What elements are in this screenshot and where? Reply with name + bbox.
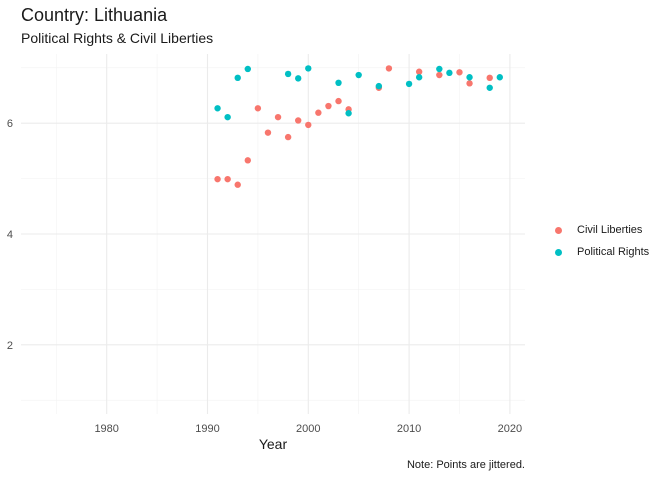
x-axis-label: Year xyxy=(259,436,288,452)
data-points xyxy=(214,65,503,188)
data-point-political-rights xyxy=(486,84,493,91)
data-point-civil-liberties xyxy=(224,175,231,183)
x-tick-label: 2010 xyxy=(397,423,421,435)
data-point-civil-liberties xyxy=(295,117,302,124)
data-point-political-rights xyxy=(466,74,473,81)
data-point-political-rights xyxy=(415,74,423,81)
data-point-political-rights xyxy=(305,65,312,72)
data-point-political-rights xyxy=(234,74,241,82)
data-point-political-rights xyxy=(446,69,453,77)
minor-gridlines xyxy=(21,54,525,414)
data-point-civil-liberties xyxy=(305,121,312,129)
major-gridlines xyxy=(21,54,525,414)
data-point-political-rights xyxy=(284,70,292,78)
data-point-political-rights xyxy=(244,65,251,73)
data-point-civil-liberties xyxy=(335,97,342,105)
y-tick-label: 4 xyxy=(7,229,13,241)
data-point-civil-liberties xyxy=(254,105,262,112)
y-tick-label: 2 xyxy=(7,340,13,352)
legend-item-political-rights: Political Rights xyxy=(548,241,649,263)
data-point-civil-liberties xyxy=(466,80,473,87)
data-point-civil-liberties xyxy=(486,74,493,82)
data-point-civil-liberties xyxy=(415,68,423,75)
x-tick-label: 2020 xyxy=(498,423,522,435)
data-point-political-rights xyxy=(214,105,221,112)
x-tick-label: 1980 xyxy=(94,423,118,435)
data-point-civil-liberties xyxy=(325,102,332,110)
chart-title: Country: Lithuania xyxy=(21,5,168,25)
data-point-civil-liberties xyxy=(315,109,322,116)
data-point-civil-liberties xyxy=(274,113,282,121)
data-point-civil-liberties xyxy=(456,69,463,76)
legend-label-political-rights: Political Rights xyxy=(577,246,650,258)
legend-key-political-rights xyxy=(555,248,562,256)
data-point-political-rights xyxy=(405,80,413,88)
data-point-political-rights xyxy=(295,75,302,82)
data-point-civil-liberties xyxy=(284,133,292,141)
data-point-civil-liberties xyxy=(234,181,241,188)
x-tick-label: 2000 xyxy=(296,423,320,435)
data-point-political-rights xyxy=(375,82,383,90)
legend-item-civil-liberties: Civil Liberties xyxy=(548,219,649,241)
data-point-civil-liberties xyxy=(436,71,443,79)
data-point-political-rights xyxy=(355,71,362,79)
data-point-civil-liberties xyxy=(385,65,393,72)
data-point-civil-liberties xyxy=(264,129,272,136)
data-point-civil-liberties xyxy=(244,157,251,164)
data-point-political-rights xyxy=(496,74,503,81)
legend: Civil Liberties Political Rights xyxy=(548,219,649,263)
chart-subtitle: Political Rights & Civil Liberties xyxy=(21,30,214,46)
y-axis-ticks: 2 4 6 xyxy=(7,118,13,352)
y-tick-label: 6 xyxy=(7,118,13,130)
data-point-political-rights xyxy=(335,79,342,87)
x-tick-label: 1990 xyxy=(195,423,219,435)
legend-label-civil-liberties: Civil Liberties xyxy=(577,224,643,236)
data-point-political-rights xyxy=(345,110,352,117)
legend-key-civil-liberties xyxy=(555,226,562,234)
x-axis-ticks: 1980 1990 2000 2010 2020 xyxy=(94,423,522,435)
data-point-political-rights xyxy=(224,113,231,121)
data-point-civil-liberties xyxy=(214,175,221,183)
data-point-political-rights xyxy=(436,65,443,73)
chart-caption: Note: Points are jittered. xyxy=(406,459,525,471)
